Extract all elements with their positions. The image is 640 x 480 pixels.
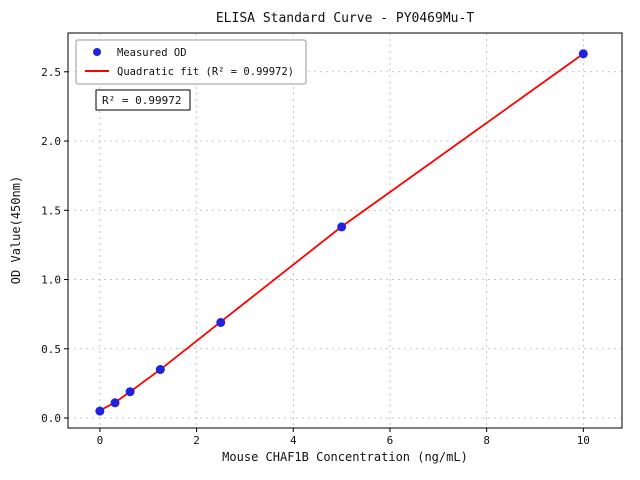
y-tick-label: 2.0 [41, 135, 61, 148]
plot-border [67, 32, 623, 429]
y-tick-label: 1.0 [41, 274, 61, 287]
grid [68, 33, 622, 428]
x-tick-label: 4 [290, 434, 297, 447]
chart-title: ELISA Standard Curve - PY0469Mu-T [216, 11, 474, 26]
y-axis-label: OD Value(450nm) [9, 176, 23, 284]
data-point [337, 222, 347, 232]
legend-label-measured-od: Measured OD [117, 47, 187, 59]
x-axis-label: Mouse CHAF1B Concentration (ng/mL) [222, 450, 468, 464]
series-layer [95, 49, 588, 416]
legend: Measured OD Quadratic fit (R² = 0.99972) [75, 39, 307, 85]
x-tick-label: 6 [387, 434, 394, 447]
legend-label-quadratic-fit: Quadratic fit (R² = 0.99972) [117, 66, 294, 78]
y-tick-label: 1.5 [41, 204, 61, 217]
r-squared-box [95, 89, 191, 111]
x-tick-label: 0 [97, 434, 104, 447]
r-squared-annotation: R² = 0.99972 [95, 89, 191, 111]
x-tick-label: 2 [193, 434, 200, 447]
legend-marker-measured-od [93, 48, 101, 56]
data-point [95, 406, 105, 416]
x-tick-label: 8 [483, 434, 490, 447]
legend-box [75, 39, 307, 85]
axis-ticks: 0 2 4 6 8 10 0.0 0.5 1.0 1.5 2.0 2.5 [41, 66, 590, 447]
y-tick-label: 0.5 [41, 343, 61, 356]
data-point [125, 387, 135, 397]
y-tick-label: 2.5 [41, 66, 61, 79]
data-point [216, 317, 226, 327]
data-point [155, 365, 165, 375]
data-point [578, 49, 588, 59]
r-squared-text: R² = 0.99972 [102, 94, 181, 107]
x-tick-label: 10 [577, 434, 590, 447]
y-tick-label: 0.0 [41, 412, 61, 425]
data-point [110, 398, 120, 408]
